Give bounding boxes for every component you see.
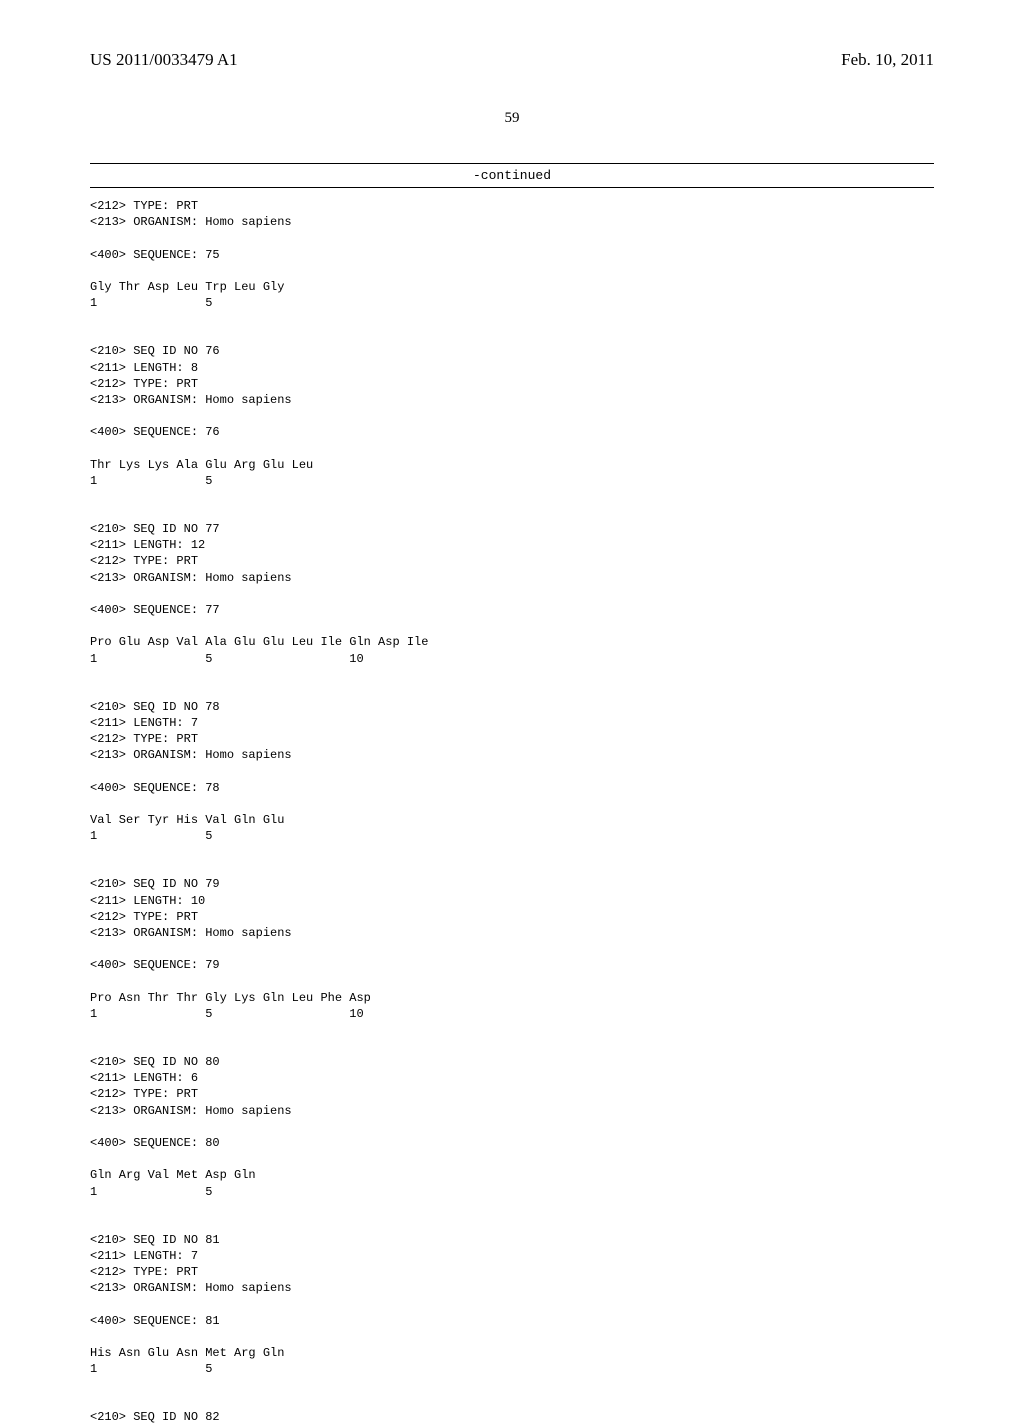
sequence-block: <210> SEQ ID NO 82: [90, 1409, 934, 1425]
publication-number: US 2011/0033479 A1: [90, 50, 238, 70]
spacer: [90, 685, 934, 699]
rule-top: [90, 163, 934, 164]
page-number: 59: [90, 110, 934, 127]
spacer: [90, 329, 934, 343]
continued-label: -continued: [90, 168, 934, 183]
page-container: US 2011/0033479 A1 Feb. 10, 2011 59 -con…: [0, 0, 1024, 1320]
sequence-block: <210> SEQ ID NO 77 <211> LENGTH: 12 <212…: [90, 521, 934, 667]
page-header: US 2011/0033479 A1 Feb. 10, 2011: [90, 50, 934, 70]
spacer: [90, 507, 934, 521]
sequence-listing: <212> TYPE: PRT <213> ORGANISM: Homo sap…: [90, 198, 934, 1426]
sequence-block: <210> SEQ ID NO 79 <211> LENGTH: 10 <212…: [90, 876, 934, 1022]
spacer: [90, 1218, 934, 1232]
sequence-block: <210> SEQ ID NO 80 <211> LENGTH: 6 <212>…: [90, 1054, 934, 1200]
publication-date: Feb. 10, 2011: [841, 50, 934, 70]
spacer: [90, 862, 934, 876]
spacer: [90, 1395, 934, 1409]
sequence-block: <210> SEQ ID NO 81 <211> LENGTH: 7 <212>…: [90, 1232, 934, 1378]
sequence-block: <210> SEQ ID NO 76 <211> LENGTH: 8 <212>…: [90, 343, 934, 489]
sequence-block: <212> TYPE: PRT <213> ORGANISM: Homo sap…: [90, 198, 934, 311]
rule-bottom: [90, 187, 934, 188]
sequence-block: <210> SEQ ID NO 78 <211> LENGTH: 7 <212>…: [90, 699, 934, 845]
spacer: [90, 1040, 934, 1054]
